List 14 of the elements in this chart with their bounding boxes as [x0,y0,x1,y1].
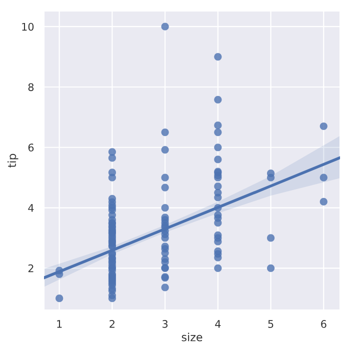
x-tick-label: 5 [268,320,274,328]
x-tick-label: 2 [110,320,114,328]
line-series [44,156,340,280]
y-tick-label: 2 [28,264,34,272]
x-tick-label: 3 [162,320,168,328]
y-tick-label: 6 [28,144,34,152]
x-tick-label: 1 [57,320,62,328]
x-tick-label: 6 [321,320,326,328]
y-tick-label: 4 [28,204,34,212]
y-tick-label: 8 [28,83,34,92]
y-tick-label: 10 [22,22,34,31]
x-axis-title: size [182,332,202,342]
y-axis-title: tip [7,154,18,168]
x-tick-label: 4 [215,320,221,328]
